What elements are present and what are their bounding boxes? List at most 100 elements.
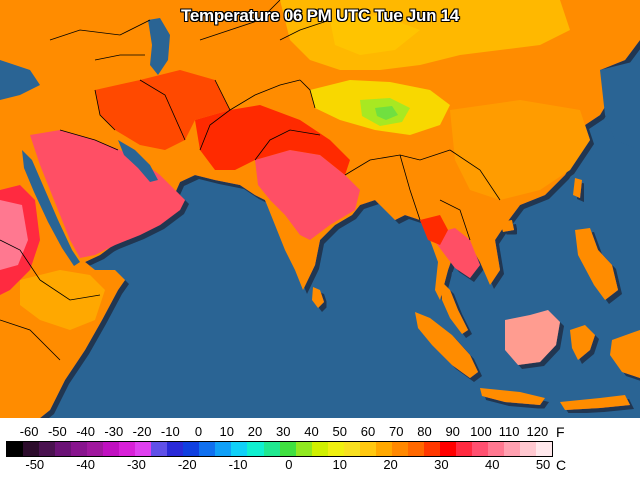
scale-swatch bbox=[487, 442, 504, 456]
scale-swatch bbox=[151, 442, 168, 456]
temperature-legend: -60 -50 -40 -30 -20 -10 0 10 20 30 40 50 60 70 80 90 100… bbox=[0, 418, 640, 480]
fahrenheit-tick-label: 120 bbox=[526, 424, 549, 439]
scale-swatch bbox=[55, 442, 72, 456]
scale-swatch bbox=[215, 442, 232, 456]
celsius-tick-label: 40 bbox=[484, 457, 500, 472]
scale-swatch bbox=[359, 442, 376, 456]
fahrenheit-tick-label: 60 bbox=[360, 424, 376, 439]
scale-swatch bbox=[503, 442, 520, 456]
scale-swatch bbox=[71, 442, 88, 456]
fahrenheit-tick-label: 80 bbox=[417, 424, 432, 439]
scale-swatch bbox=[279, 442, 296, 456]
fahrenheit-tick-label: -50 bbox=[47, 424, 67, 439]
sri-lanka bbox=[312, 287, 324, 308]
celsius-tick-label: 30 bbox=[434, 457, 449, 472]
gulf-of-thailand bbox=[450, 272, 470, 300]
philippines bbox=[575, 228, 618, 300]
scale-swatch bbox=[295, 442, 312, 456]
scale-swatch bbox=[407, 442, 424, 456]
land-iran bbox=[95, 70, 230, 150]
sumatra bbox=[415, 312, 478, 378]
taiwan bbox=[573, 178, 582, 198]
scale-swatch bbox=[536, 442, 553, 456]
scale-swatch bbox=[7, 442, 24, 456]
fahrenheit-tick-label: 40 bbox=[304, 424, 319, 439]
scale-swatch bbox=[471, 442, 488, 456]
celsius-tick-label: -30 bbox=[127, 457, 146, 472]
landmass bbox=[0, 0, 640, 418]
map-title: Temperature 06 PM UTC Tue Jun 14 bbox=[181, 6, 459, 25]
mediterranean bbox=[0, 60, 40, 100]
land-tibet-center bbox=[375, 106, 398, 120]
scale-swatch bbox=[135, 442, 152, 456]
fahrenheit-unit-label: F bbox=[556, 424, 565, 440]
fahrenheit-tick-label: 0 bbox=[194, 424, 203, 439]
scale-swatch bbox=[375, 442, 392, 456]
fahrenheit-tick-label: -60 bbox=[19, 424, 39, 439]
celsius-tick-label: 20 bbox=[383, 457, 398, 472]
fahrenheit-tick-label: -10 bbox=[160, 424, 180, 439]
land-red-band bbox=[195, 105, 350, 175]
land-indochina bbox=[430, 228, 480, 278]
red-sea bbox=[22, 150, 80, 266]
celsius-tick-label: 0 bbox=[285, 457, 293, 472]
scale-swatch bbox=[23, 442, 40, 456]
scale-swatch bbox=[455, 442, 472, 456]
land-northern-yellow bbox=[330, 15, 420, 55]
land-south-china bbox=[450, 100, 590, 200]
persian-gulf bbox=[118, 140, 158, 182]
fahrenheit-tick-label: 70 bbox=[388, 424, 404, 439]
scale-swatch bbox=[423, 442, 440, 456]
land-indochina-red bbox=[420, 215, 448, 245]
fahrenheit-tick-label: 30 bbox=[276, 424, 291, 439]
scale-swatch bbox=[199, 442, 216, 456]
fahrenheit-tick-label: 90 bbox=[445, 424, 460, 439]
celsius-unit-label: C bbox=[556, 457, 567, 473]
scale-swatch bbox=[87, 442, 104, 456]
fahrenheit-tick-label: 20 bbox=[247, 424, 263, 439]
scale-swatch bbox=[391, 442, 408, 456]
scale-swatch bbox=[119, 442, 136, 456]
fahrenheit-tick-label: 50 bbox=[332, 424, 347, 439]
hainan bbox=[500, 220, 514, 232]
scale-swatch bbox=[183, 442, 200, 456]
country-borders bbox=[0, 0, 501, 361]
color-scale-bar bbox=[6, 441, 553, 457]
celsius-tick-label: 10 bbox=[332, 457, 347, 472]
scale-swatch bbox=[439, 442, 456, 456]
scale-swatch bbox=[311, 442, 328, 456]
celsius-tick-label: -50 bbox=[25, 457, 45, 472]
scale-swatch bbox=[343, 442, 360, 456]
borneo bbox=[505, 310, 560, 365]
fahrenheit-tick-label: 110 bbox=[498, 424, 520, 439]
scale-swatch bbox=[231, 442, 248, 456]
land-india-hot bbox=[255, 150, 360, 240]
fahrenheit-tick-label: -20 bbox=[132, 424, 152, 439]
java bbox=[480, 388, 545, 405]
scale-swatch bbox=[327, 442, 344, 456]
scale-swatch bbox=[39, 442, 56, 456]
land-horn bbox=[20, 270, 105, 330]
celsius-tick-label: -20 bbox=[177, 457, 197, 472]
east-sea bbox=[600, 60, 640, 150]
map-canvas bbox=[0, 0, 640, 418]
land-mongolia bbox=[280, 0, 570, 70]
celsius-tick-label: -40 bbox=[76, 457, 95, 472]
caspian-sea bbox=[148, 18, 170, 75]
land-sahara-pink bbox=[0, 200, 28, 270]
celsius-tick-label: -10 bbox=[228, 457, 248, 472]
scale-swatch bbox=[247, 442, 264, 456]
scale-swatch bbox=[103, 442, 120, 456]
new-guinea bbox=[610, 330, 640, 378]
east-islands bbox=[560, 395, 630, 410]
sulawesi bbox=[570, 325, 595, 360]
temperature-map: Temperature 06 PM UTC Tue Jun 14 bbox=[0, 0, 640, 418]
scale-swatch bbox=[167, 442, 184, 456]
fahrenheit-tick-label: -30 bbox=[104, 424, 124, 439]
celsius-tick-label: 50 bbox=[535, 457, 551, 472]
scale-swatch bbox=[263, 442, 280, 456]
fahrenheit-tick-label: 100 bbox=[470, 424, 492, 439]
scale-swatch bbox=[520, 442, 537, 456]
fahrenheit-tick-label: 10 bbox=[219, 424, 235, 439]
land-arabia bbox=[30, 130, 185, 258]
